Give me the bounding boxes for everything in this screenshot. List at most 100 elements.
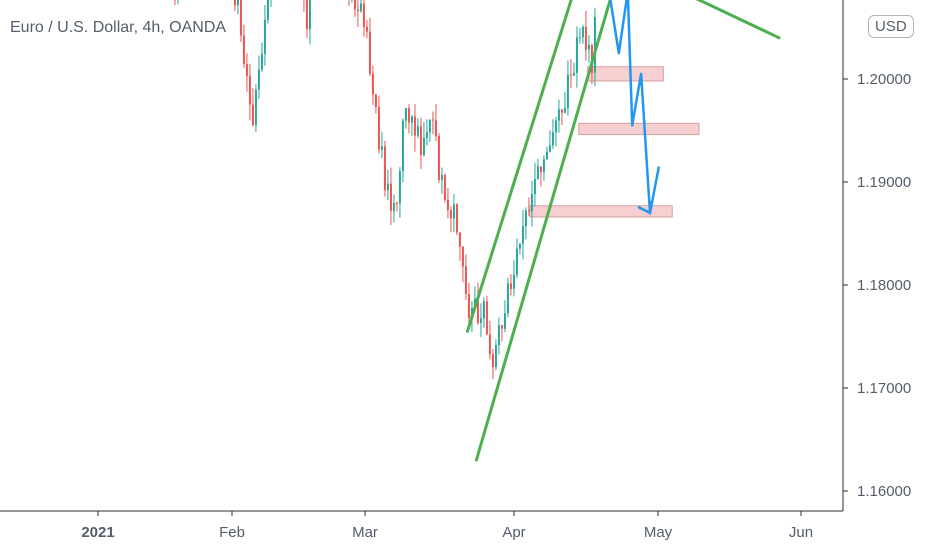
- candle: [575, 26, 578, 88]
- candle: [392, 194, 395, 223]
- candle-body: [422, 137, 425, 155]
- candle-body: [485, 301, 488, 335]
- candle-body: [554, 120, 557, 133]
- candle-body: [581, 26, 584, 38]
- y-tick-label: 1.20000: [857, 71, 911, 88]
- y-tick-label: 1.18000: [857, 277, 911, 294]
- candle: [398, 167, 401, 218]
- candle-body: [467, 294, 470, 318]
- candle-body: [365, 26, 368, 32]
- candle-body: [395, 203, 398, 205]
- candle: [395, 201, 398, 212]
- candle-body: [401, 120, 404, 172]
- candle: [557, 99, 560, 133]
- candle-body: [449, 210, 452, 219]
- candle: [536, 159, 539, 180]
- y-tick-label: 1.17000: [857, 380, 911, 397]
- candle: [425, 119, 428, 146]
- candle: [239, 0, 242, 42]
- candle-body: [560, 109, 563, 113]
- x-tick-label: 2021: [81, 524, 114, 541]
- candle: [467, 282, 470, 323]
- candle-body: [503, 313, 506, 329]
- candle-body: [446, 199, 449, 211]
- candle-body: [392, 203, 395, 211]
- candle: [434, 104, 437, 141]
- candle: [542, 155, 545, 181]
- candle-body: [509, 283, 512, 289]
- candle: [260, 42, 263, 72]
- candle: [389, 167, 392, 226]
- candle-body: [374, 94, 377, 107]
- candle: [581, 24, 584, 44]
- candle: [257, 55, 260, 99]
- axes: 1.160001.170001.180001.190001.200001.210…: [0, 0, 911, 541]
- candle-body: [494, 345, 497, 367]
- candle: [533, 162, 536, 207]
- candle-body: [356, 9, 359, 12]
- candle: [446, 188, 449, 219]
- candle-body: [428, 119, 431, 133]
- candle-body: [404, 108, 407, 121]
- candle-body: [377, 106, 380, 150]
- currency-selector-button[interactable]: USD: [868, 15, 914, 38]
- candle-body: [479, 318, 482, 323]
- candle: [518, 242, 521, 255]
- candle: [177, 0, 179, 5]
- candle-body: [308, 0, 311, 30]
- candle: [512, 260, 515, 297]
- candle: [308, 0, 311, 45]
- candle: [348, 0, 350, 6]
- candle-body: [539, 166, 542, 173]
- candle-body: [578, 37, 581, 39]
- y-tick-label: 1.16000: [857, 483, 911, 500]
- candle-body: [398, 171, 401, 204]
- candle-body: [245, 63, 248, 77]
- candle: [521, 209, 524, 260]
- candle-body: [236, 0, 239, 6]
- candle: [233, 0, 236, 12]
- candle: [560, 109, 563, 126]
- candle: [428, 119, 431, 142]
- forecast-arrow: [609, 0, 661, 215]
- forecast-arrowhead: [637, 200, 654, 215]
- candle-body: [266, 0, 269, 20]
- candle: [587, 35, 590, 63]
- candle: [452, 194, 455, 233]
- candle-body: [458, 232, 461, 247]
- candle-body: [380, 146, 383, 150]
- candle-body: [512, 274, 515, 289]
- candle-body: [386, 183, 389, 191]
- candle-body: [548, 145, 551, 152]
- candle-body: [527, 210, 530, 212]
- candle-body: [260, 53, 263, 70]
- candle-body: [353, 0, 356, 10]
- x-tick-label: Apr: [502, 524, 525, 541]
- candle-body: [305, 0, 308, 30]
- candle: [551, 119, 554, 150]
- candle: [380, 131, 383, 159]
- candle-body: [563, 107, 566, 113]
- candlestick-series: [174, 0, 596, 380]
- candle: [174, 0, 176, 6]
- candle-body: [515, 248, 518, 275]
- candle: [303, 0, 305, 12]
- candle-body: [440, 174, 443, 181]
- candle-body: [254, 89, 257, 126]
- candle: [530, 180, 533, 227]
- trendline-channel-lower: [474, 0, 612, 462]
- candle: [242, 24, 245, 68]
- candle-body: [572, 72, 575, 76]
- candle: [461, 246, 464, 283]
- candle-body: [263, 19, 266, 54]
- candle: [404, 108, 407, 129]
- candle: [248, 63, 251, 121]
- candle-body: [482, 301, 485, 319]
- candle: [440, 167, 443, 194]
- candle-body: [251, 104, 254, 126]
- candle: [410, 114, 413, 136]
- support-zone-1: [587, 66, 664, 82]
- candle: [584, 10, 587, 61]
